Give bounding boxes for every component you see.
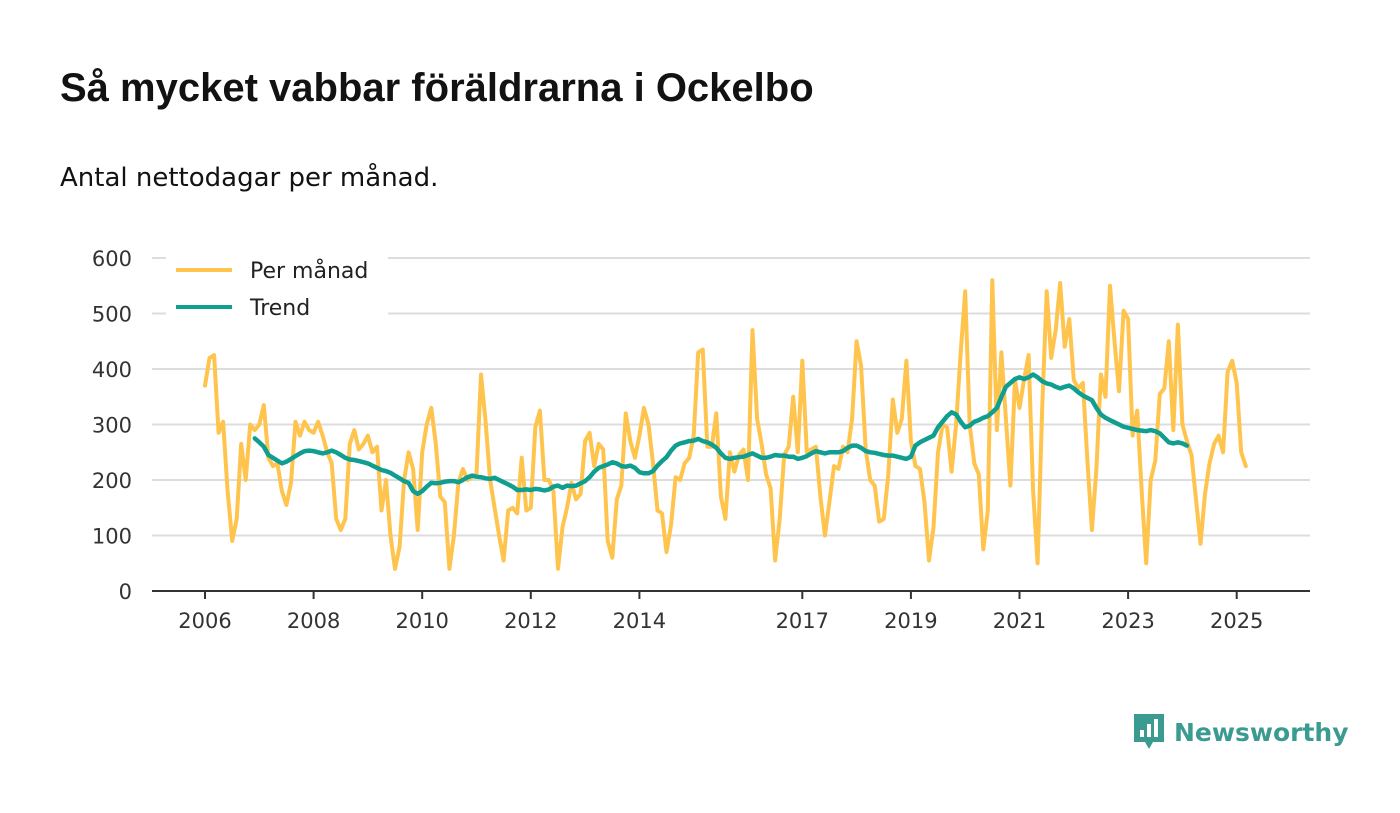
x-tick-label-2006: 2006 <box>178 609 231 633</box>
x-tick-label-2017: 2017 <box>776 609 829 633</box>
series-lines <box>203 278 1248 571</box>
x-tick-label-2019: 2019 <box>884 609 937 633</box>
y-tick-label-500: 500 <box>92 303 132 327</box>
newsworthy-logo-icon <box>1134 714 1164 749</box>
series-line-trend <box>252 372 1190 497</box>
newsworthy-brand[interactable]: Newsworthy <box>1132 712 1349 752</box>
y-axis-ticks: 0 100 200 300 400 500 600 <box>92 247 132 604</box>
y-tick-label-400: 400 <box>92 358 132 382</box>
legend-label-trend: Trend <box>249 296 310 321</box>
y-tick-label-100: 100 <box>92 525 132 549</box>
brand-name: Newsworthy <box>1174 717 1349 747</box>
x-tick-label-2021: 2021 <box>993 609 1046 633</box>
legend-label-per-manad: Per månad <box>250 258 368 284</box>
x-tick-label-2012: 2012 <box>504 609 557 633</box>
legend-background <box>166 248 388 316</box>
y-tick-label-300: 300 <box>92 414 132 438</box>
legend: Per månad Trend <box>166 248 388 321</box>
x-tick-label-2023: 2023 <box>1101 609 1154 633</box>
y-tick-label-200: 200 <box>92 469 132 493</box>
line-chart: 0 100 200 300 400 500 600 2006 2008 2010 2012 2014… <box>92 247 1310 633</box>
x-tick-label-2008: 2008 <box>287 609 340 633</box>
x-axis-ticks: 2006 2008 2010 2012 2014 2017 2019 2021 2023 2025 <box>178 591 1263 633</box>
x-tick-label-2025: 2025 <box>1210 609 1263 633</box>
chart-title: Så mycket vabbar föräldrarna i Ockelbo <box>60 66 814 110</box>
y-tick-label-0: 0 <box>119 580 132 604</box>
y-tick-label-600: 600 <box>92 247 132 271</box>
x-tick-label-2014: 2014 <box>613 609 666 633</box>
chart-subtitle: Antal nettodagar per månad. <box>60 163 439 193</box>
x-tick-label-2010: 2010 <box>395 609 448 633</box>
